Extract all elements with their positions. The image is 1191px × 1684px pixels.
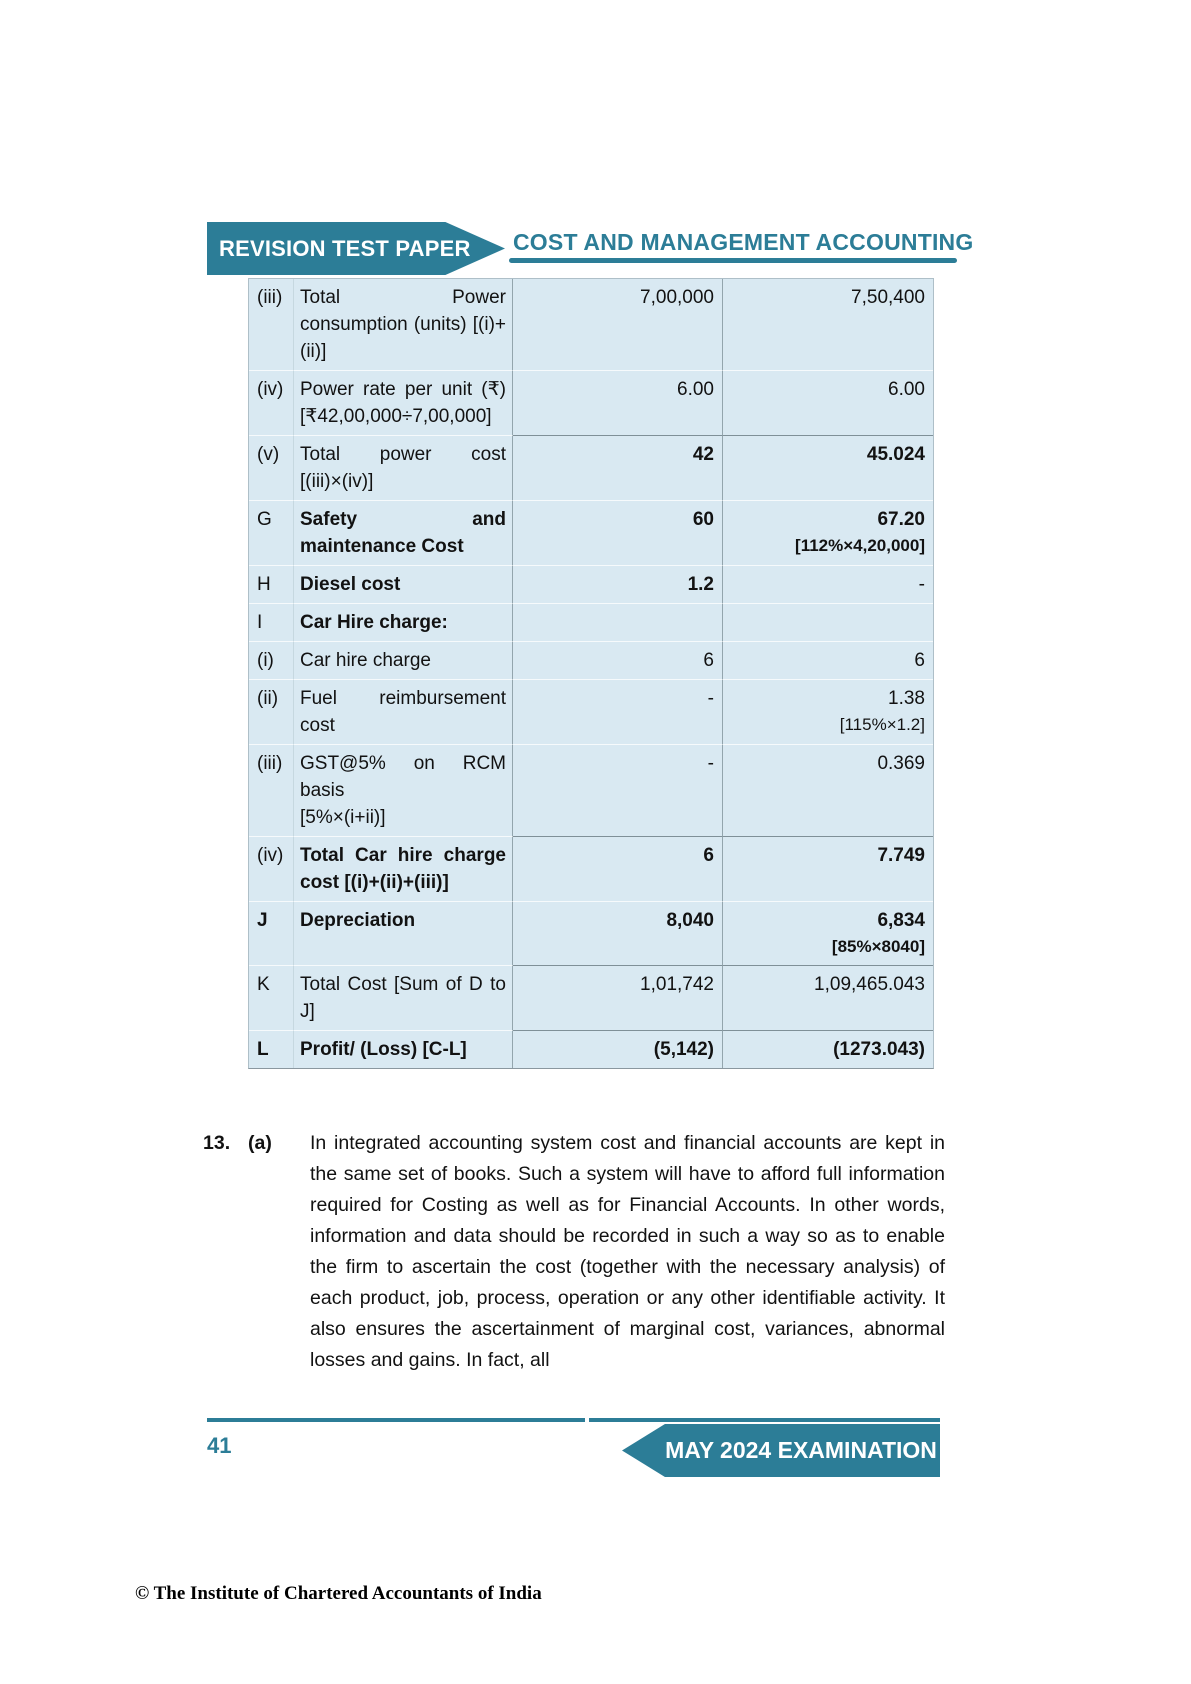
row-value-col1: (5,142) [513, 1030, 723, 1068]
row-description: Car Hire charge: [294, 603, 513, 641]
banner-label: REVISION TEST PAPER [219, 235, 471, 261]
row-value-col2: 67.20 [112%×4,20,000] [723, 500, 933, 565]
row-key: (i) [249, 641, 294, 679]
row-value-col2 [723, 603, 933, 641]
table-row: (v) Total power cost [(iii)×(iv)] 42 45.024 [249, 435, 933, 500]
row-key: (iii) [249, 744, 294, 836]
table-row: (ii) Fuel reimbursement cost -1.38 [115%×1.… [249, 679, 933, 744]
row-description: Safety and maintenance Cost [294, 500, 513, 565]
row-value-col2: - [723, 565, 933, 603]
row-key: (ii) [249, 679, 294, 744]
table-row: I Car Hire charge: [249, 603, 933, 641]
row-value-col2: 6 [723, 641, 933, 679]
row-description: GST@5% on RCM basis [5%×(i+ii)] [294, 744, 513, 836]
row-key: J [249, 901, 294, 965]
row-key: (iv) [249, 370, 294, 435]
row-value-col1: 42 [513, 435, 723, 500]
row-value-col2: 6,834 [85%×8040] [723, 901, 933, 965]
row-value-note: [85%×8040] [831, 937, 925, 956]
table-row: K Total Cost [Sum of D to J] 1,01,742 1,09,… [249, 965, 933, 1030]
question-letter: (a) [248, 1132, 272, 1154]
row-description: Total Power consumption (units) [(i)+(ii… [294, 279, 513, 370]
row-value-col1: 8,040 [513, 901, 723, 965]
row-value-col1: 7,00,000 [513, 279, 723, 370]
row-key: (iv) [249, 836, 294, 901]
row-description: Car hire charge [294, 641, 513, 679]
title-underline [509, 258, 957, 263]
row-description: Power rate per unit (₹) [₹42,00,000÷7,00… [294, 370, 513, 435]
row-value-col2: 0.369 [723, 744, 933, 836]
row-value-col1: - [513, 679, 723, 744]
table-row: (iii) Total Power consumption (units) [(i… [249, 279, 933, 370]
page-title: COST AND MANAGEMENT ACCOUNTING [513, 229, 974, 255]
table-row: J Depreciation 8,040 6,834 [85%×8040] [249, 901, 933, 965]
row-description: Profit/ (Loss) [C-L] [294, 1030, 513, 1068]
exam-banner-label: MAY 2024 EXAMINATION [665, 1437, 937, 1463]
table-row: (iv) Power rate per unit (₹) [₹42,00,000÷… [249, 370, 933, 435]
row-description: Depreciation [294, 901, 513, 965]
row-description: Diesel cost [294, 565, 513, 603]
table-row: L Profit/ (Loss) [C-L] (5,142) (1273.043) [249, 1030, 933, 1068]
row-description: Total power cost [(iii)×(iv)] [294, 435, 513, 500]
footer-rule-right [589, 1418, 940, 1422]
revision-test-paper-banner: REVISION TEST PAPER [207, 222, 505, 275]
row-description: Fuel reimbursement cost [294, 679, 513, 744]
row-key: (iii) [249, 279, 294, 370]
row-value-col1: 1.2 [513, 565, 723, 603]
row-key: K [249, 965, 294, 1030]
row-description: Total Car hire charge cost [(i)+(ii)+(ii… [294, 836, 513, 901]
row-value-col1: 6.00 [513, 370, 723, 435]
row-value-note: [112%×4,20,000] [795, 536, 925, 555]
row-description: Total Cost [Sum of D to J] [294, 965, 513, 1030]
footer-rule-left [207, 1418, 585, 1422]
answer-text: In integrated accounting system cost and… [310, 1132, 945, 1371]
row-key: G [249, 500, 294, 565]
row-value-note: [115%×1.2] [839, 715, 925, 734]
row-value-col2: 7.749 [723, 836, 933, 901]
table-row: G Safety and maintenance Cost 60 67.20 [112%… [249, 500, 933, 565]
row-value-col2: (1273.043) [723, 1030, 933, 1068]
cost-table: (iii) Total Power consumption (units) [(i… [248, 278, 934, 1069]
copyright-notice: © The Institute of Chartered Accountants… [135, 1583, 542, 1604]
table-row: (i) Car hire charge 6 6 [249, 641, 933, 679]
row-value-col1: - [513, 744, 723, 836]
answer-section: 13. (a) In integrated accounting system … [203, 1128, 945, 1376]
row-value-col1 [513, 603, 723, 641]
question-number: 13. [203, 1132, 231, 1154]
row-key: H [249, 565, 294, 603]
row-value-col2: 6.00 [723, 370, 933, 435]
table-row: (iii) GST@5% on RCM basis [5%×(i+ii)] -0.3… [249, 744, 933, 836]
row-value-col1: 60 [513, 500, 723, 565]
row-value-col1: 6 [513, 836, 723, 901]
row-value-col1: 6 [513, 641, 723, 679]
row-key: I [249, 603, 294, 641]
exam-banner: MAY 2024 EXAMINATION [622, 1424, 940, 1477]
table-row: H Diesel cost 1.2- [249, 565, 933, 603]
page-number: 41 [207, 1433, 232, 1458]
row-value-col1: 1,01,742 [513, 965, 723, 1030]
row-value-col2: 7,50,400 [851, 287, 925, 308]
row-key: (v) [249, 435, 294, 500]
table-row: (iv) Total Car hire charge cost [(i)+(ii)… [249, 836, 933, 901]
row-key: L [249, 1030, 294, 1068]
row-value-col2: 45.024 [723, 435, 933, 500]
row-value-col2: 1,09,465.043 [723, 965, 933, 1030]
row-value-col2: 1.38 [115%×1.2] [723, 679, 933, 744]
